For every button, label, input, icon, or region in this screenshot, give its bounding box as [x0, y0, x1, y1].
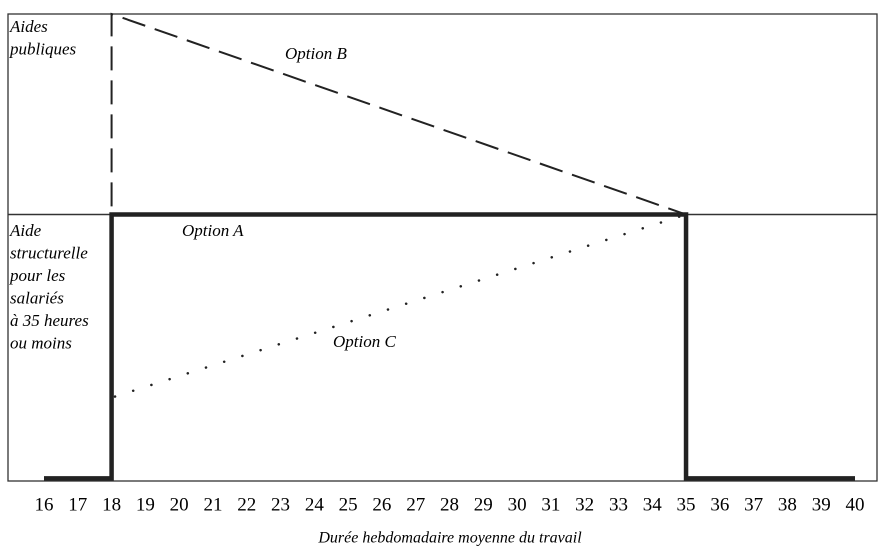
x-tick-label: 37	[744, 494, 763, 515]
x-tick-label: 16	[35, 494, 54, 515]
region-label: à 35 heures	[10, 311, 89, 330]
series-line	[113, 213, 688, 398]
x-axis-label: Durée hebdomadaire moyenne du travail	[317, 530, 582, 547]
x-tick-label: 33	[609, 494, 628, 515]
x-tick-label: 40	[846, 494, 865, 515]
x-tick-label: 31	[541, 494, 560, 515]
region-label: publiques	[9, 39, 76, 58]
x-tick-label: 35	[677, 494, 696, 515]
x-tick-label: 28	[440, 494, 459, 515]
x-tick-label: 24	[305, 494, 325, 515]
region-label: Aide	[9, 221, 42, 240]
x-tick-label: 30	[508, 494, 527, 515]
x-tick-label: 32	[575, 494, 594, 515]
x-tick-label: 39	[812, 494, 831, 515]
x-tick-label: 18	[102, 494, 121, 515]
x-tick-label: 38	[778, 494, 797, 515]
region-label: structurelle	[10, 243, 88, 262]
x-tick-label: 36	[710, 494, 729, 515]
x-tick-label: 34	[643, 494, 663, 515]
x-tick-label: 25	[339, 494, 358, 515]
x-tick-label: 21	[203, 494, 222, 515]
x-tick-label: 22	[237, 494, 256, 515]
x-tick-label: 27	[406, 494, 425, 515]
series-label: Option B	[285, 44, 347, 63]
x-tick-label: 19	[136, 494, 155, 515]
series-label: Option A	[182, 221, 244, 240]
series-line	[44, 212, 855, 481]
series-line	[110, 12, 687, 479]
x-tick-label: 23	[271, 494, 290, 515]
region-label: ou moins	[10, 333, 72, 352]
region-label: pour les	[9, 266, 66, 285]
x-tick-label: 17	[68, 494, 87, 515]
plot-frame	[7, 13, 878, 482]
region-label: salariés	[10, 288, 64, 307]
x-tick-label: 20	[170, 494, 189, 515]
region-label: Aides	[9, 17, 48, 36]
series-label: Option C	[333, 332, 396, 351]
x-tick-label: 26	[372, 494, 391, 515]
x-tick-label: 29	[474, 494, 493, 515]
